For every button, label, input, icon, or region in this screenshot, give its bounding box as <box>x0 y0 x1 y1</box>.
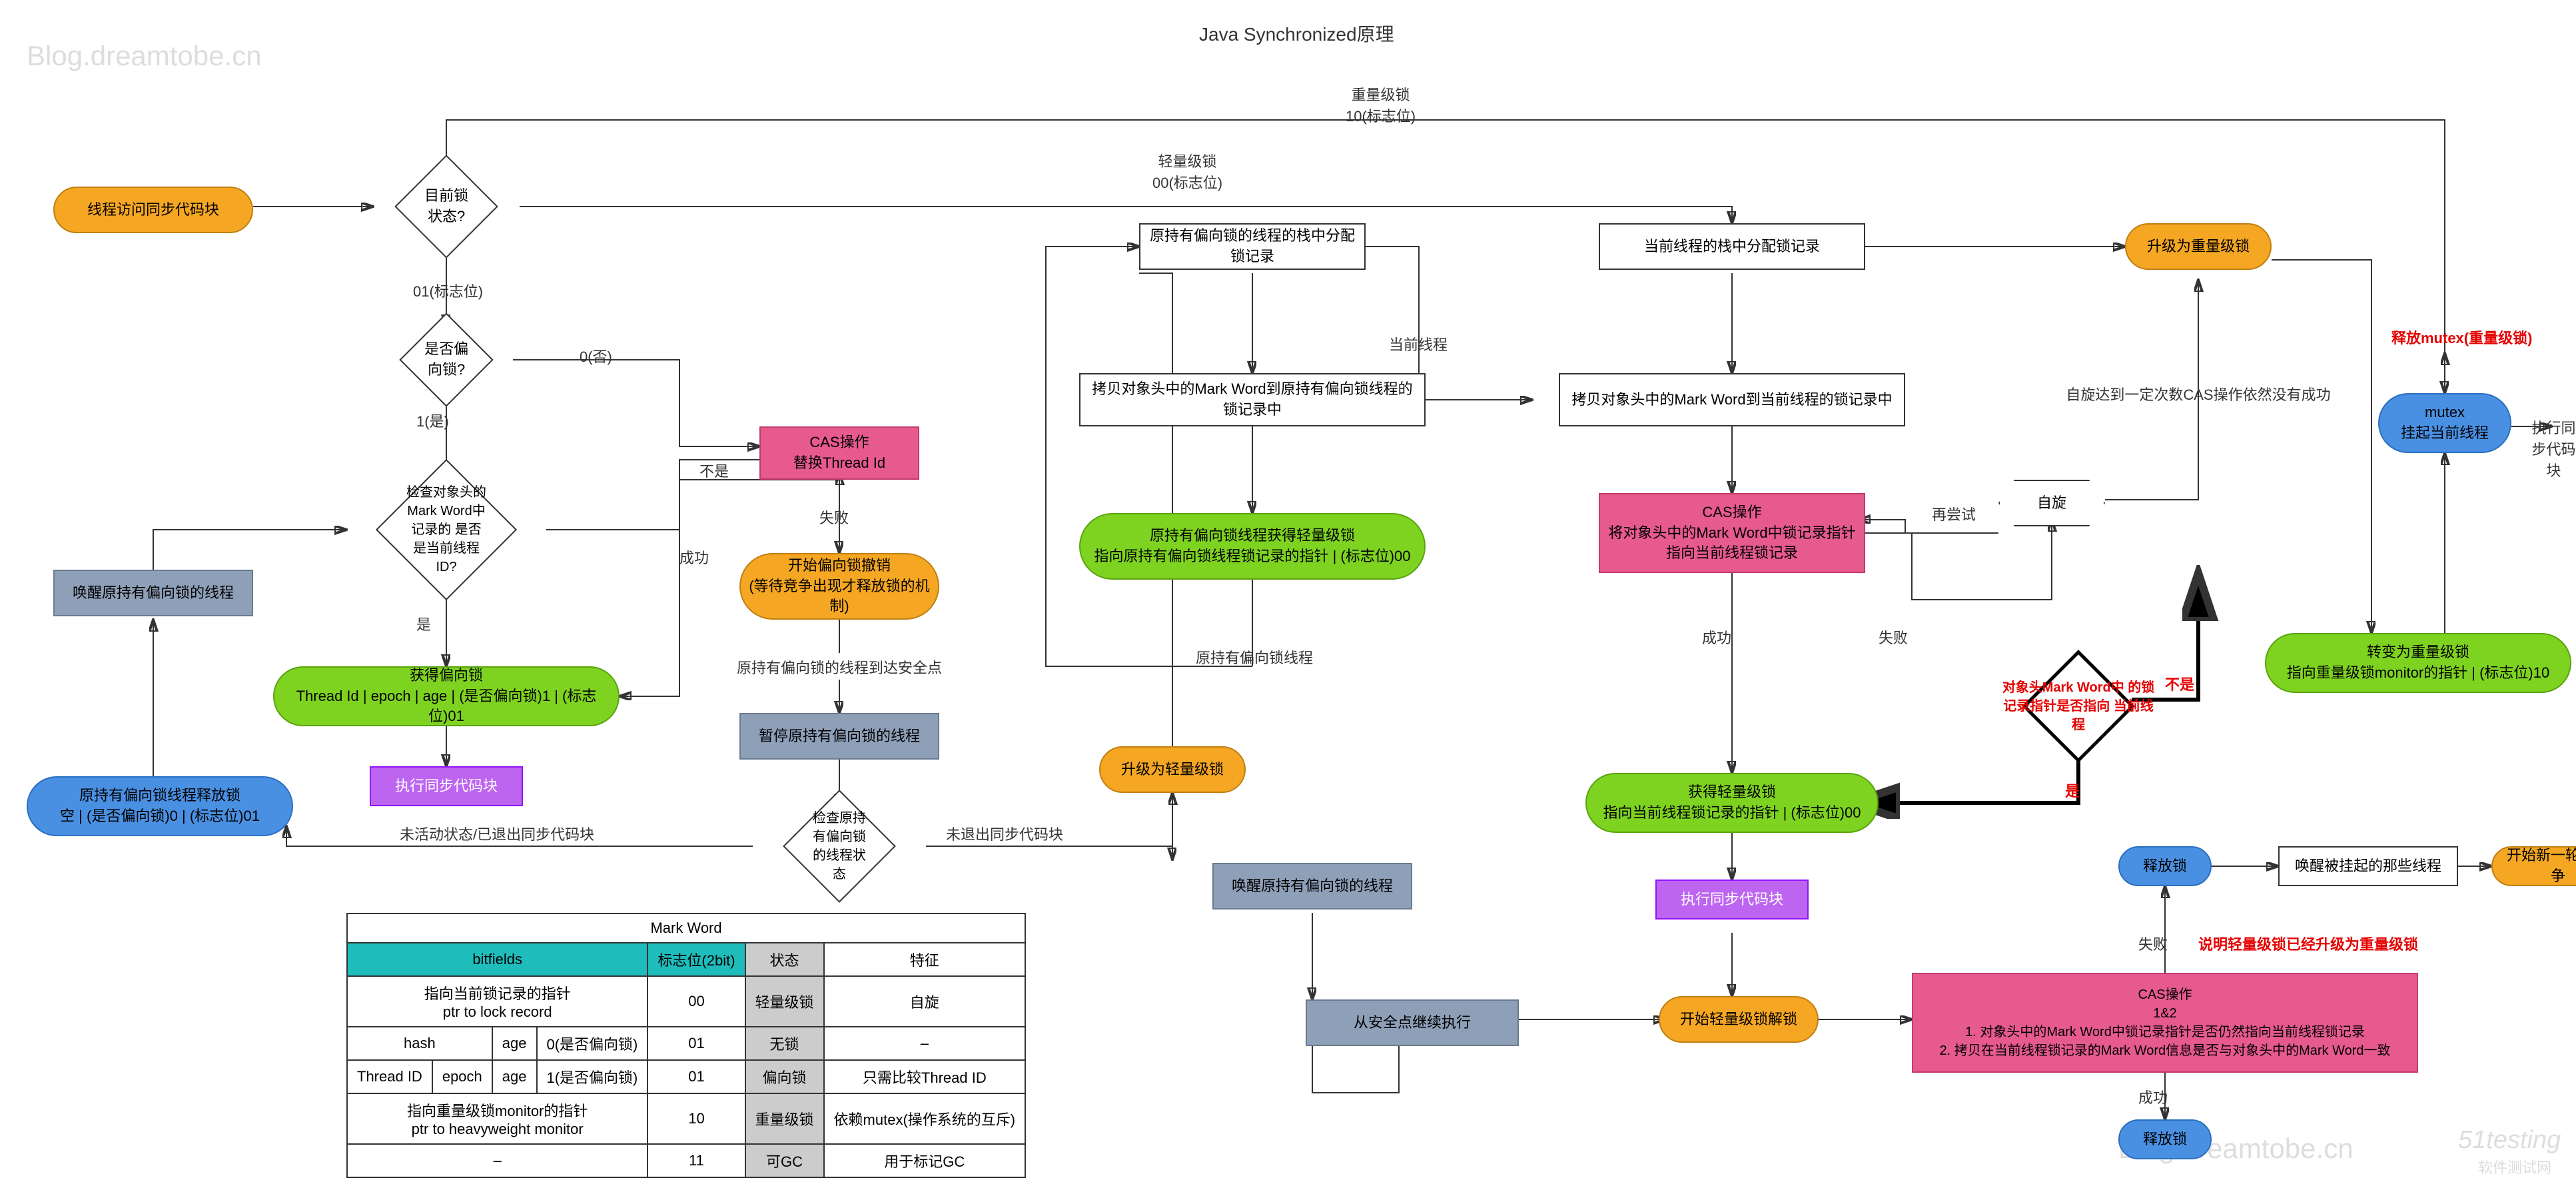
watermark-logo: 51testing <box>2458 1126 2561 1155</box>
label-yes1: 1(是) <box>416 410 449 431</box>
label-no0: 0(否) <box>580 345 612 366</box>
node-release-2: 释放锁 <box>2118 846 2212 886</box>
node-mutex: mutex 挂起当前线程 <box>2378 393 2511 453</box>
label-orig-thread: 原持有偏向锁线程 <box>1196 646 1313 668</box>
decision-spin: 自旋 <box>1998 480 2105 526</box>
decision-is-biased: 是否偏向锁? <box>399 312 493 406</box>
node-copy-orig: 拷贝对象头中的Mark Word到原持有偏向锁线程的锁记录中 <box>1079 373 1426 426</box>
node-heavy-trans: 转变为重量级锁 指向重量级锁monitor的指针 | (标志位)10 <box>2265 633 2571 693</box>
node-wake-orig: 唤醒原持有偏向锁的线程 <box>53 570 253 616</box>
node-continue-safe: 从安全点继续执行 <box>1306 999 1519 1046</box>
label-inactive: 未活动状态/已退出同步代码块 <box>400 823 594 844</box>
label-is: 是 <box>416 613 431 634</box>
label-flag01: 01(标志位) <box>413 280 483 301</box>
mark-word-table: Mark Word bitfields 标志位(2bit) 状态 特征 指向当前… <box>346 913 1026 1178</box>
node-upgrade-light: 升级为轻量级锁 <box>1099 746 1246 793</box>
node-cas-threadid: CAS操作 替换Thread Id <box>759 426 919 480</box>
decision-thread-state: 检查原持有偏向锁的线程状态 <box>783 790 896 903</box>
label-light-flag: 轻量级锁 00(标志位) <box>1152 150 1222 193</box>
node-new-round: 开始新一轮锁竞争 <box>2491 846 2576 886</box>
decision-mw-check: 对象头Mark Word中 的锁记录指针是否指向 当前线程 <box>2022 650 2135 763</box>
node-copy-cur: 拷贝对象头中的Mark Word到当前线程的锁记录中 <box>1559 373 1905 426</box>
label-fail-1: 失败 <box>819 506 849 528</box>
node-release-bias: 原持有偏向锁线程释放锁 空 | (是否偏向锁)0 | (标志位)01 <box>27 776 293 836</box>
node-suspend-orig: 暂停原持有偏向锁的线程 <box>739 713 939 760</box>
label-exec-sync-arrow: 执行同步代码块 <box>2531 416 2576 480</box>
label-red-no: 不是 <box>2165 673 2194 694</box>
node-cas-release: CAS操作 1&2 1. 对象头中的Mark Word中锁记录指针是否仍然指向当… <box>1912 973 2418 1073</box>
label-not: 不是 <box>699 460 729 481</box>
decision-lock-state: 目前锁状态? <box>394 155 498 259</box>
node-wake-waiting: 唤醒被挂起的那些线程 <box>2278 846 2458 886</box>
label-red-upgraded: 说明轻量级锁已经升级为重量级锁 <box>2198 933 2418 954</box>
label-heavy-flag: 重量级锁 10(标志位) <box>1346 83 1416 126</box>
node-exec-sync-1: 执行同步代码块 <box>370 766 523 806</box>
label-spin-fail: 自旋达到一定次数CAS操作依然没有成功 <box>2052 383 2345 404</box>
node-cas-ptr: CAS操作 将对象头中的Mark Word中锁记录指针 指向当前线程锁记录 <box>1599 493 1865 573</box>
node-get-biased-lock: 获得偏向锁 Thread Id | epoch | age | (是否偏向锁)1… <box>273 666 620 726</box>
node-alloc-orig: 原持有偏向锁的线程的栈中分配锁记录 <box>1139 223 1366 270</box>
label-red-yes: 是 <box>2065 780 2080 801</box>
node-exec-sync-2: 执行同步代码块 <box>1655 880 1809 919</box>
node-start: 线程访问同步代码块 <box>53 187 253 233</box>
label-fail-2: 失败 <box>1879 626 1908 648</box>
label-cur-thread: 当前线程 <box>1389 333 1448 354</box>
label-success-1: 成功 <box>679 546 709 568</box>
node-light-get: 获得轻量级锁 指向当前线程锁记录的指针 | (标志位)00 <box>1585 773 1879 833</box>
watermark-tl: Blog.dreamtobe.cn <box>27 40 262 72</box>
node-wake-orig-2: 唤醒原持有偏向锁的线程 <box>1212 863 1412 909</box>
node-start-revoke: 开始偏向锁撤销 (等待竞争出现才释放锁的机制) <box>739 553 939 620</box>
node-start-light-release: 开始轻量级锁解锁 <box>1659 996 1819 1043</box>
node-alloc-cur: 当前线程的栈中分配锁记录 <box>1599 223 1865 270</box>
label-fail-3: 失败 <box>2138 933 2168 954</box>
label-safepoint: 原持有偏向锁的线程到达安全点 <box>733 656 946 678</box>
watermark-logo-sub: 软件测试网 <box>2478 1156 2551 1177</box>
label-retry: 再尝试 <box>1932 503 1976 524</box>
node-release-1: 释放锁 <box>2118 1119 2212 1159</box>
label-red-release-mutex: 释放mutex(重量级锁) <box>2391 326 2532 348</box>
decision-check-threadid: 检查对象头的Mark Word中记录的 是否是当前线程ID? <box>376 459 517 600</box>
diagram-title: Java Synchronized原理 <box>1199 20 1394 47</box>
label-success-2: 成功 <box>1702 626 1731 648</box>
node-upgrade-heavy: 升级为重量级锁 <box>2125 223 2272 270</box>
node-light-orig: 原持有偏向锁线程获得轻量级锁 指向原持有偏向锁线程锁记录的指针 | (标志位)0… <box>1079 513 1426 580</box>
label-success-3: 成功 <box>2138 1086 2168 1107</box>
label-not-exit: 未退出同步代码块 <box>946 823 1063 844</box>
